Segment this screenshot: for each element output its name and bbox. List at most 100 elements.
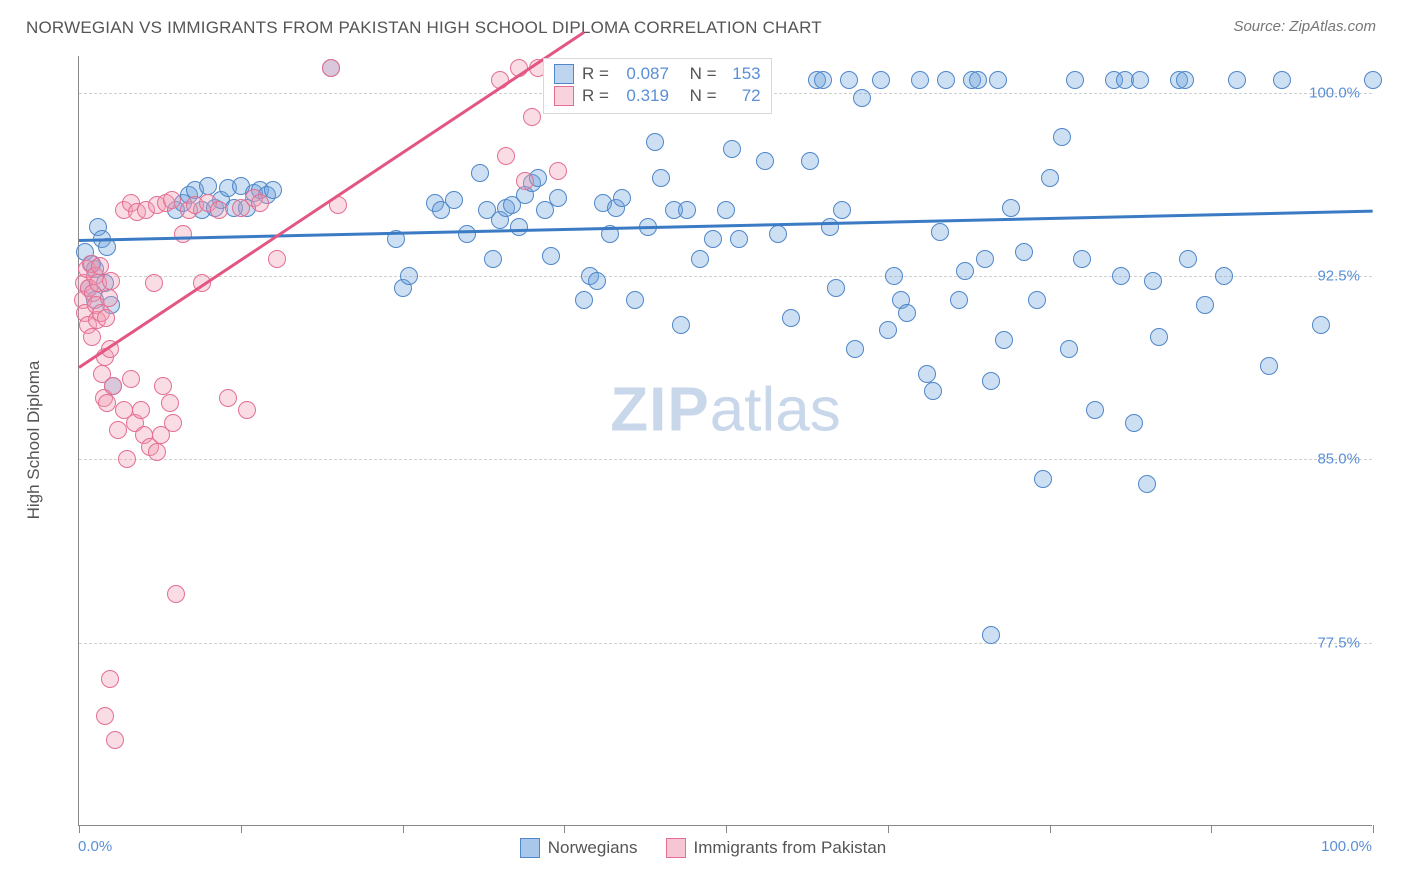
stats-legend-row: R = 0.319 N = 72: [554, 85, 761, 107]
scatter-point: [840, 71, 858, 89]
scatter-point: [995, 331, 1013, 349]
scatter-point: [1196, 296, 1214, 314]
x-tick: [1211, 825, 1212, 833]
scatter-point: [872, 71, 890, 89]
scatter-point: [1179, 250, 1197, 268]
scatter-point: [1041, 169, 1059, 187]
scatter-point: [879, 321, 897, 339]
scatter-point: [969, 71, 987, 89]
scatter-point: [510, 218, 528, 236]
scatter-point: [678, 201, 696, 219]
gridline: [79, 276, 1372, 277]
scatter-point: [646, 133, 664, 151]
x-tick: [564, 825, 565, 833]
scatter-point: [161, 394, 179, 412]
scatter-point: [626, 291, 644, 309]
scatter-point: [516, 172, 534, 190]
scatter-point: [83, 328, 101, 346]
scatter-point: [704, 230, 722, 248]
scatter-point: [730, 230, 748, 248]
scatter-point: [484, 250, 502, 268]
legend-label: Immigrants from Pakistan: [694, 838, 887, 858]
scatter-point: [1364, 71, 1382, 89]
scatter-point: [549, 162, 567, 180]
scatter-point: [989, 71, 1007, 89]
scatter-point: [588, 272, 606, 290]
scatter-point: [145, 274, 163, 292]
n-value: 72: [725, 86, 761, 106]
scatter-point: [814, 71, 832, 89]
scatter-point: [801, 152, 819, 170]
scatter-point: [322, 59, 340, 77]
scatter-point: [1073, 250, 1091, 268]
scatter-point: [445, 191, 463, 209]
scatter-point: [1215, 267, 1233, 285]
scatter-point: [1138, 475, 1156, 493]
scatter-point: [542, 247, 560, 265]
legend-label: Norwegians: [548, 838, 638, 858]
x-tick: [726, 825, 727, 833]
scatter-point: [164, 414, 182, 432]
scatter-point: [652, 169, 670, 187]
scatter-point: [853, 89, 871, 107]
scatter-point: [523, 108, 541, 126]
watermark-light: atlas: [710, 375, 841, 444]
scatter-point: [1028, 291, 1046, 309]
r-label: R =: [582, 86, 609, 106]
scatter-point: [1144, 272, 1162, 290]
r-value: 0.087: [617, 64, 669, 84]
scatter-point: [268, 250, 286, 268]
scatter-point: [497, 147, 515, 165]
scatter-point: [911, 71, 929, 89]
legend-swatch: [666, 838, 686, 858]
scatter-point: [210, 201, 228, 219]
n-value: 153: [725, 64, 761, 84]
scatter-point: [918, 365, 936, 383]
scatter-point: [982, 372, 1000, 390]
r-value: 0.319: [617, 86, 669, 106]
legend-item: Immigrants from Pakistan: [666, 838, 887, 858]
stats-legend: R = 0.087 N = 153 R = 0.319 N = 72: [543, 58, 772, 114]
scatter-point: [827, 279, 845, 297]
scatter-point: [1273, 71, 1291, 89]
scatter-point: [199, 177, 217, 195]
scatter-point: [821, 218, 839, 236]
scatter-point: [1312, 316, 1330, 334]
x-tick: [403, 825, 404, 833]
scatter-point: [96, 707, 114, 725]
scatter-point: [672, 316, 690, 334]
scatter-point: [167, 585, 185, 603]
x-tick: [1373, 825, 1374, 833]
scatter-point: [1228, 71, 1246, 89]
scatter-point: [1015, 243, 1033, 261]
scatter-point: [1112, 267, 1130, 285]
scatter-point: [937, 71, 955, 89]
scatter-point: [956, 262, 974, 280]
scatter-point: [1260, 357, 1278, 375]
scatter-point: [1131, 71, 1149, 89]
scatter-point: [471, 164, 489, 182]
scatter-point: [549, 189, 567, 207]
y-tick-label: 100.0%: [1309, 84, 1360, 101]
series-legend: Norwegians Immigrants from Pakistan: [0, 838, 1406, 858]
scatter-point: [976, 250, 994, 268]
r-label: R =: [582, 64, 609, 84]
scatter-point: [1002, 199, 1020, 217]
chart-title: NORWEGIAN VS IMMIGRANTS FROM PAKISTAN HI…: [26, 18, 822, 38]
scatter-point: [613, 189, 631, 207]
scatter-point: [238, 401, 256, 419]
scatter-point: [106, 731, 124, 749]
scatter-point: [458, 225, 476, 243]
scatter-point: [982, 626, 1000, 644]
n-label: N =: [690, 86, 717, 106]
gridline: [79, 643, 1372, 644]
gridline: [79, 459, 1372, 460]
watermark: ZIPatlas: [610, 374, 840, 445]
legend-swatch: [554, 86, 574, 106]
scatter-point: [148, 443, 166, 461]
x-tick: [888, 825, 889, 833]
scatter-point: [1060, 340, 1078, 358]
scatter-point: [251, 194, 269, 212]
scatter-point: [1053, 128, 1071, 146]
scatter-point: [1125, 414, 1143, 432]
